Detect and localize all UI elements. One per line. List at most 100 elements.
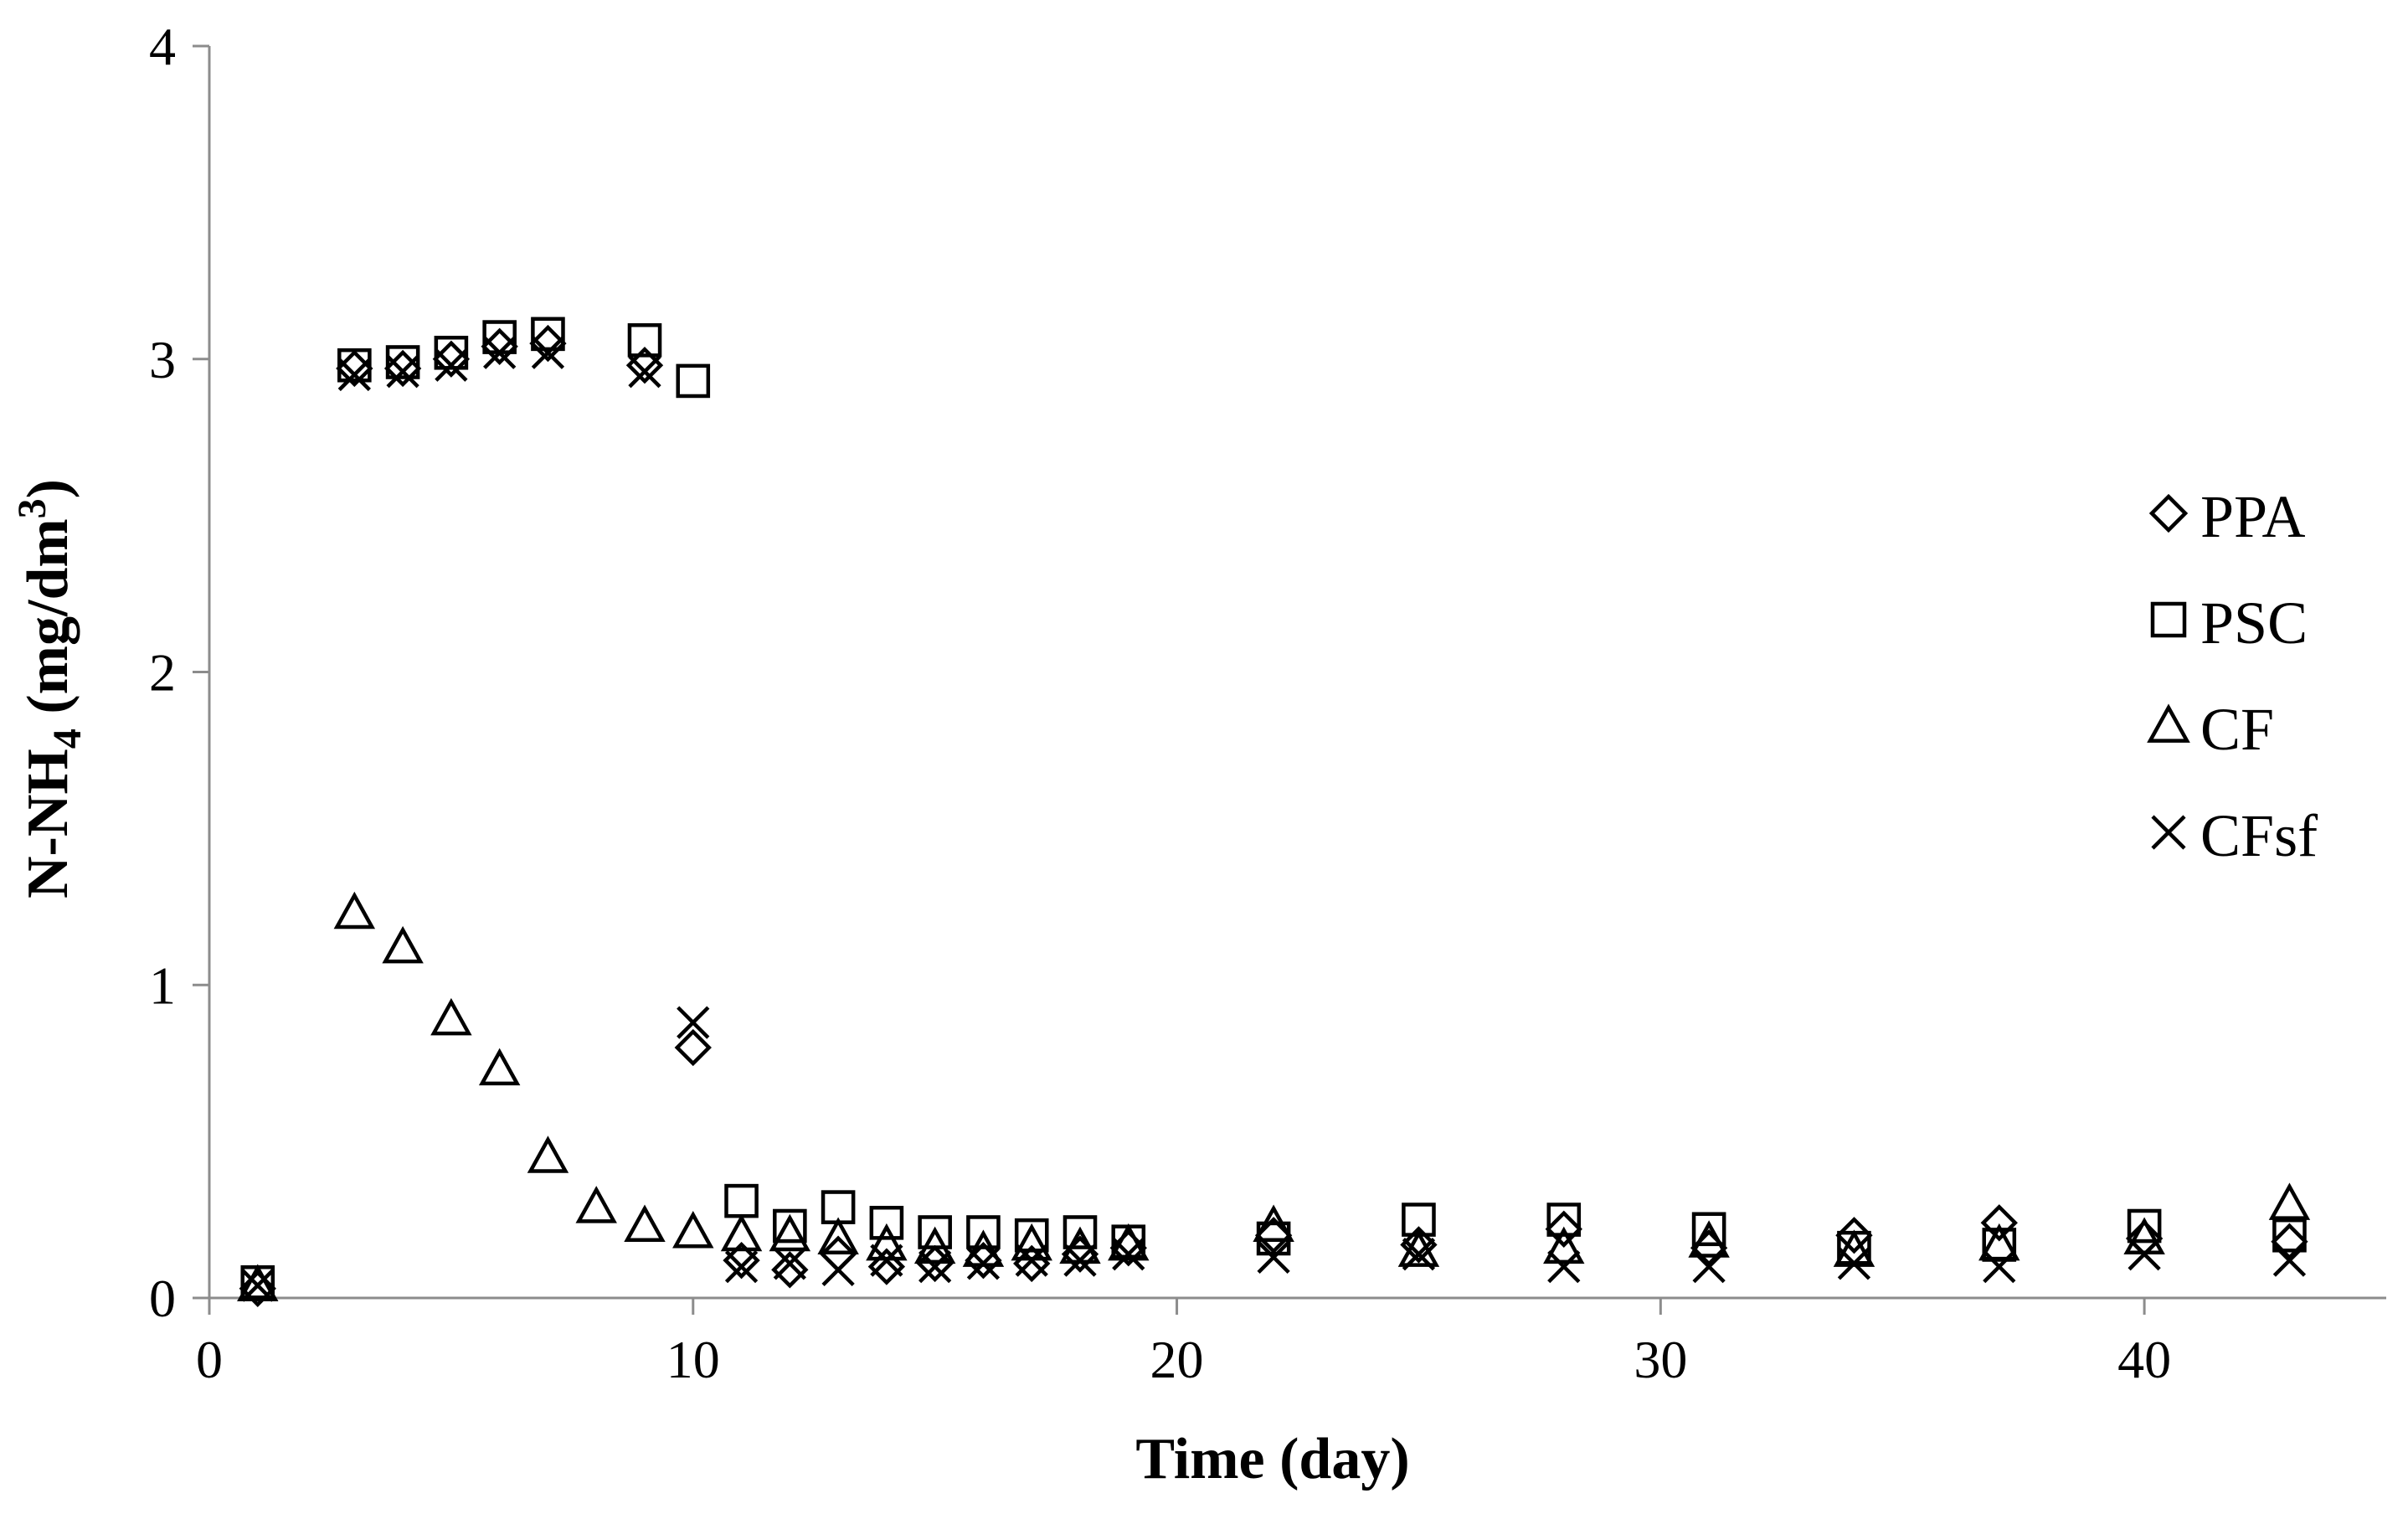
legend-marker-ppa — [2148, 493, 2189, 533]
point-cfsf — [677, 1006, 710, 1039]
point-psc — [966, 1215, 1001, 1249]
point-ppa — [867, 1248, 906, 1285]
y-axis-title-subscript: 4 — [45, 729, 90, 749]
point-ppa — [2271, 1223, 2308, 1260]
series-ppa — [239, 324, 2308, 1307]
point-ppa — [674, 1028, 712, 1067]
point-cfsf — [241, 1269, 275, 1302]
point-ppa — [771, 1251, 809, 1289]
point-cfsf — [724, 1249, 759, 1284]
point-cf — [1978, 1223, 2020, 1261]
point-psc — [918, 1215, 952, 1249]
point-cfsf — [966, 1247, 1001, 1280]
data-points — [237, 317, 2311, 1307]
legend-label-ppa: PPA — [2200, 483, 2305, 550]
point-cf — [913, 1226, 956, 1264]
point-cf — [333, 891, 376, 930]
x-tick-label: 20 — [1150, 1330, 1204, 1389]
point-cf — [2268, 1182, 2311, 1220]
point-cf — [866, 1223, 908, 1261]
point-cf — [1011, 1223, 1052, 1261]
point-psc — [531, 317, 565, 352]
point-cf — [478, 1048, 521, 1086]
point-cfsf — [483, 336, 517, 369]
point-cfsf — [1402, 1238, 1436, 1271]
point-cf — [1253, 1204, 1294, 1243]
point-cfsf — [1015, 1244, 1048, 1277]
point-ppa — [1400, 1226, 1438, 1264]
y-axis-title-unit-end: ) — [16, 479, 80, 498]
point-cfsf — [2272, 1244, 2307, 1277]
point-cf — [382, 925, 424, 964]
point-cfsf — [1983, 1249, 2016, 1284]
y-tick-label: 3 — [149, 330, 176, 389]
point-cfsf — [435, 348, 468, 382]
point-ppa — [965, 1241, 1002, 1280]
y-axis-title-unit: (mg/dm — [16, 518, 80, 729]
point-cf — [527, 1136, 569, 1173]
point-cf — [720, 1213, 763, 1252]
point-ppa — [529, 324, 567, 363]
point-cfsf — [337, 358, 371, 392]
point-cfsf — [2128, 1238, 2161, 1271]
legend-label-cfsf: CFsf — [2200, 802, 2318, 869]
point-psc — [482, 320, 517, 354]
x-axis-title: Time (day) — [1135, 1427, 1409, 1491]
point-cfsf — [1547, 1249, 1581, 1284]
point-cf — [672, 1210, 714, 1249]
point-psc — [1546, 1202, 1582, 1237]
point-cf — [237, 1264, 279, 1302]
legend-item-ppa: PPA — [2148, 483, 2305, 550]
point-cfsf — [1112, 1238, 1145, 1271]
series-cf — [237, 891, 2311, 1302]
point-cfsf — [870, 1244, 903, 1277]
legend-marker-cfsf — [2151, 815, 2186, 850]
legend-item-cfsf: CFsf — [2151, 802, 2318, 869]
point-cf — [430, 997, 472, 1036]
point-cf — [1543, 1226, 1585, 1264]
series-cfsf — [241, 336, 2307, 1302]
point-psc — [627, 323, 662, 358]
point-ppa — [481, 327, 518, 365]
point-cfsf — [1063, 1244, 1097, 1277]
legend-label-cf: CF — [2200, 696, 2274, 763]
point-psc — [1063, 1215, 1098, 1249]
y-tick-label: 4 — [149, 17, 176, 76]
tick-marks — [193, 44, 2146, 1315]
point-cf — [1397, 1229, 1440, 1267]
legend-item-cf: CF — [2147, 696, 2274, 763]
legend: PPA PSC CF CFsf — [2147, 483, 2318, 869]
series-psc — [240, 317, 2307, 1300]
point-ppa — [432, 340, 471, 378]
point-psc — [385, 345, 420, 379]
y-axis-title-prefix: N-NH — [16, 749, 80, 899]
x-tick-label: 40 — [2117, 1330, 2171, 1389]
y-tick-label: 0 — [149, 1269, 176, 1328]
point-cfsf — [1257, 1240, 1290, 1275]
point-psc — [1014, 1218, 1049, 1253]
point-ppa — [1980, 1204, 2018, 1242]
point-cf — [575, 1186, 617, 1223]
x-tick-label: 30 — [1634, 1330, 1687, 1389]
point-psc — [2127, 1208, 2162, 1244]
point-cfsf — [1692, 1249, 1726, 1284]
y-axis-title-superscript: 3 — [10, 498, 54, 518]
point-psc — [724, 1183, 759, 1218]
point-cfsf — [628, 355, 661, 389]
point-psc — [869, 1206, 904, 1240]
point-ppa — [1013, 1244, 1051, 1283]
legend-marker-psc — [2150, 601, 2187, 638]
axes — [208, 46, 2386, 1300]
point-cfsf — [821, 1253, 855, 1287]
point-cfsf — [531, 336, 565, 369]
y-tick-label: 1 — [149, 955, 176, 1015]
x-tick-label: 10 — [666, 1330, 720, 1389]
x-tick-label: 0 — [196, 1330, 223, 1389]
point-psc — [773, 1208, 807, 1244]
point-psc — [1691, 1212, 1726, 1247]
point-ppa — [1545, 1210, 1582, 1248]
point-ppa — [1835, 1217, 1873, 1254]
legend-item-psc: PSC — [2150, 590, 2308, 657]
